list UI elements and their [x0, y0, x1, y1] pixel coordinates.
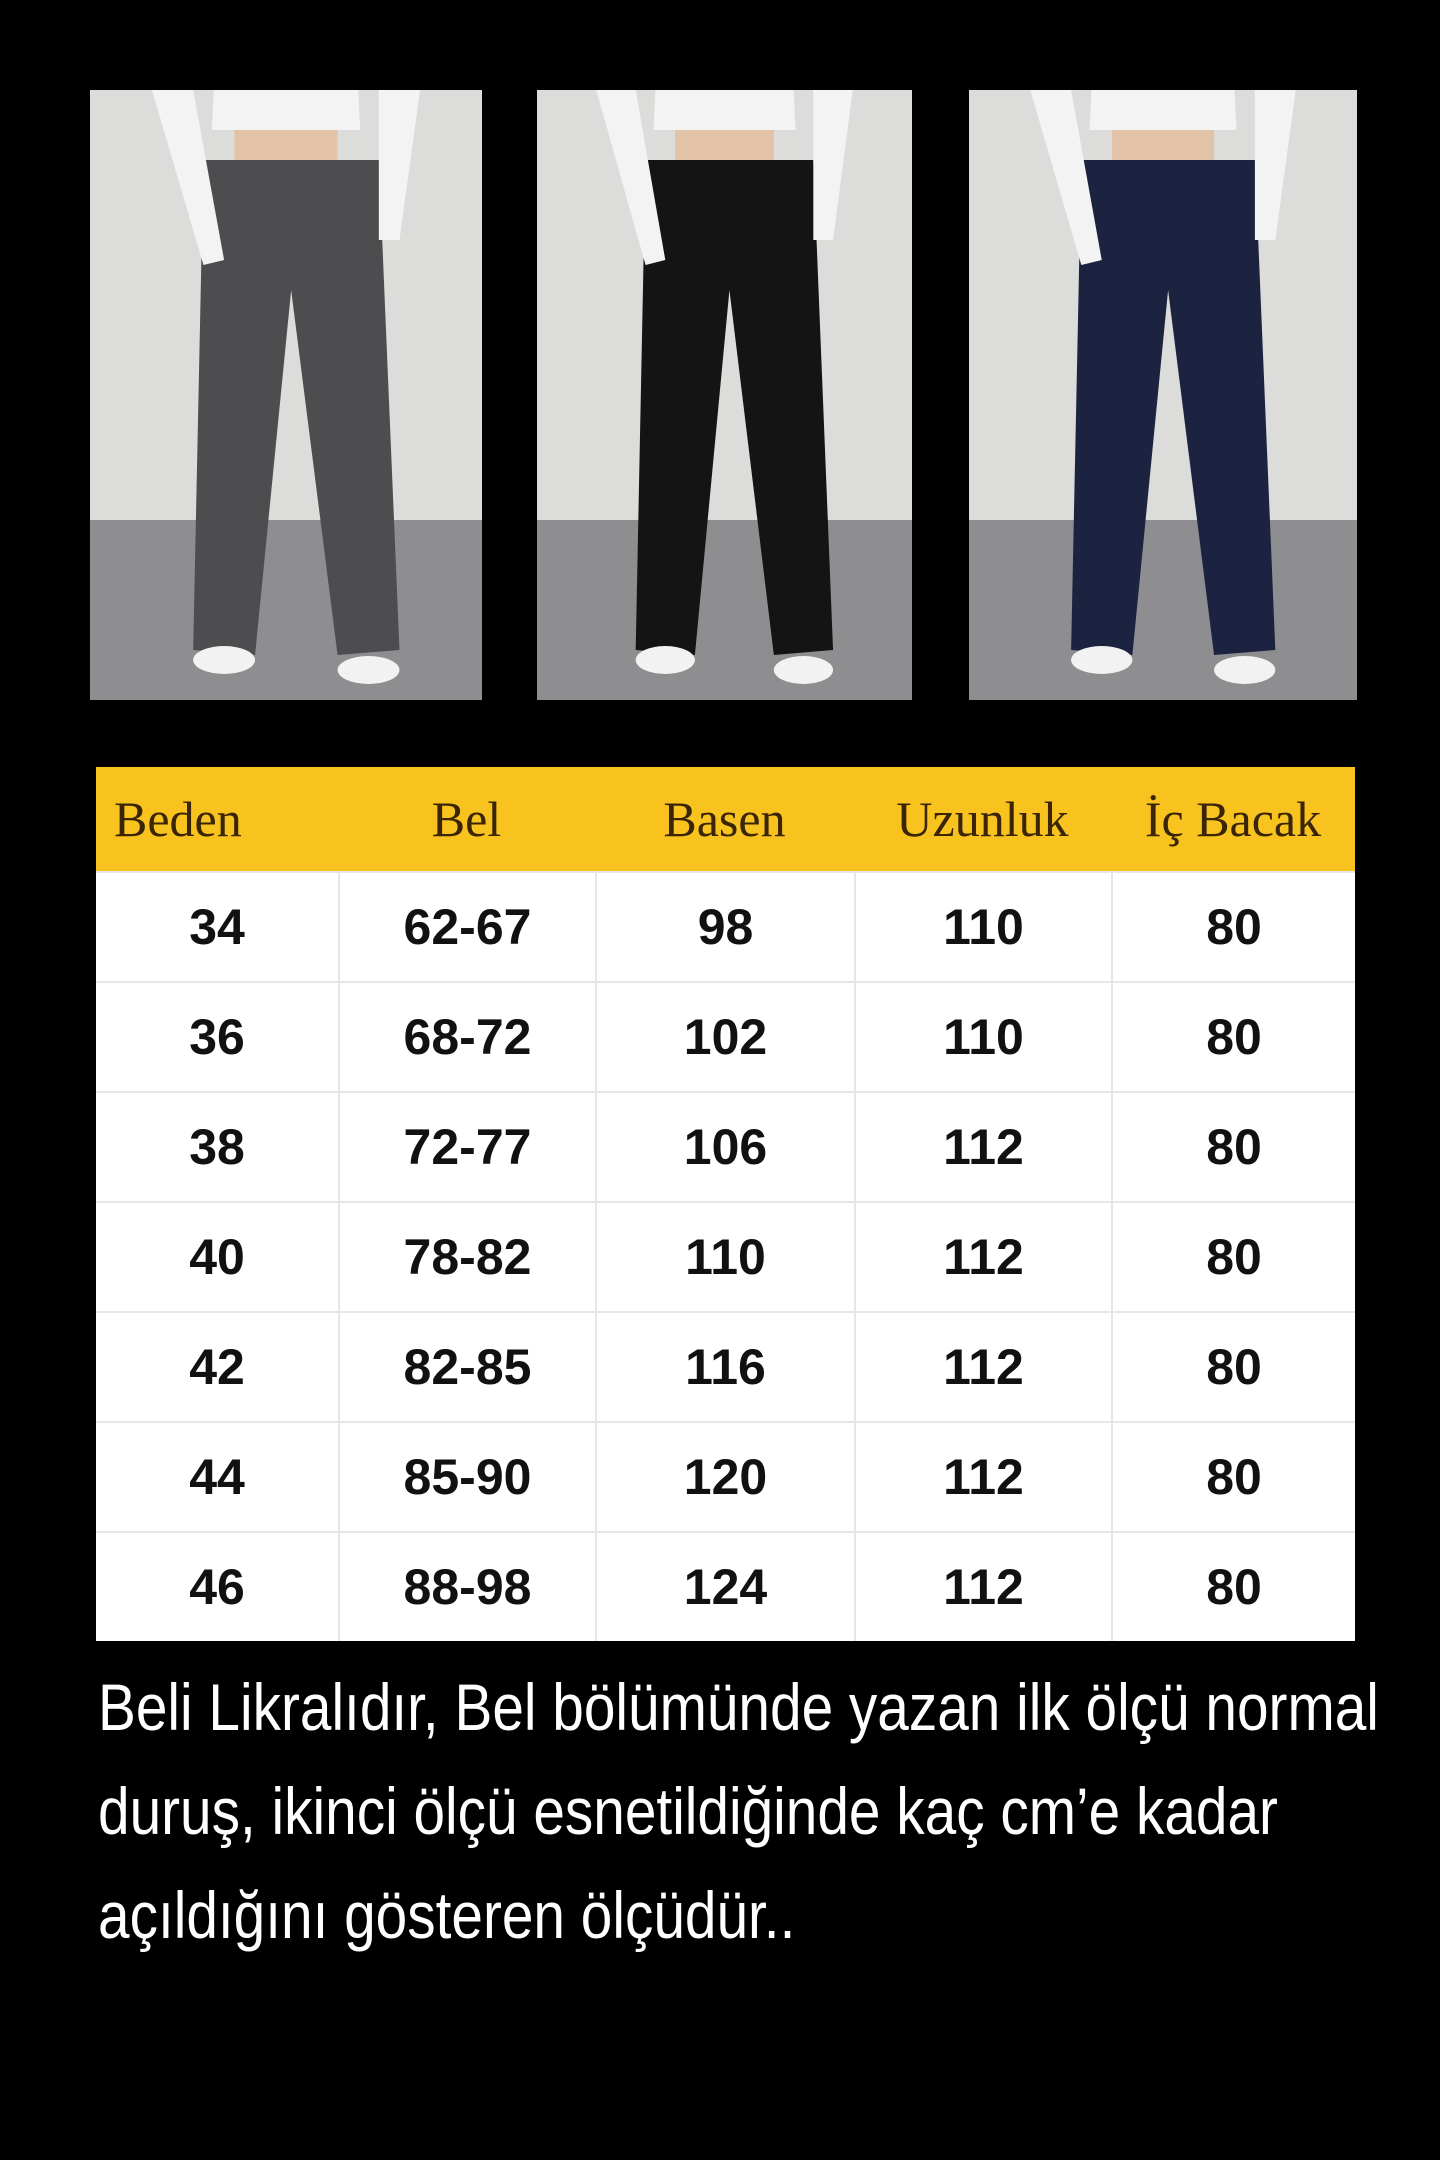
- header-beden: Beden: [114, 791, 242, 847]
- top: [653, 90, 796, 130]
- table-cell: 72-77: [338, 1093, 595, 1201]
- size-chart-table: Beden Bel Basen Uzunluk İç Bacak 34 62-67…: [96, 767, 1355, 1641]
- photo-shape: [635, 646, 695, 674]
- table-cell: 80: [1111, 1423, 1355, 1531]
- table-cell: 80: [1111, 873, 1355, 981]
- table-cell: 112: [854, 1313, 1111, 1421]
- photo-shape: [337, 656, 400, 684]
- top: [211, 90, 361, 130]
- photo-shape: [537, 520, 912, 700]
- table-cell: 98: [595, 873, 854, 981]
- photo-shape: [151, 90, 225, 265]
- table-cell: 44: [189, 1449, 245, 1505]
- table-cell: 112: [854, 1093, 1111, 1201]
- table-cell: 78-82: [338, 1203, 595, 1311]
- photo-shape: [1254, 90, 1296, 240]
- table-cell: 80: [1111, 1313, 1355, 1421]
- table-cell: 36: [189, 1009, 245, 1065]
- table-cell: 124: [595, 1533, 854, 1641]
- photo-shape: [378, 90, 421, 240]
- table-row: 44 85-90 120 112 80: [96, 1421, 1355, 1531]
- header-ic-bacak: İç Bacak: [1144, 791, 1322, 847]
- table-cell: 102: [595, 983, 854, 1091]
- table-cell: 80: [1111, 1093, 1355, 1201]
- product-photo-navy: [969, 90, 1357, 700]
- photo-shape: [969, 520, 1357, 700]
- photo-shape: [1214, 656, 1276, 684]
- table-row: 34 62-67 98 110 80: [96, 871, 1355, 981]
- photo-shape: [1071, 646, 1133, 674]
- table-cell: 88-98: [338, 1533, 595, 1641]
- table-cell: 40: [189, 1229, 245, 1285]
- photo-shape: [234, 130, 338, 160]
- table-cell: 80: [1111, 983, 1355, 1091]
- table-cell: 112: [854, 1533, 1111, 1641]
- table-cell: 46: [189, 1559, 245, 1615]
- photo-shape: [90, 520, 482, 700]
- table-row: 42 82-85 116 112 80: [96, 1311, 1355, 1421]
- table-row: 38 72-77 106 112 80: [96, 1091, 1355, 1201]
- photo-illustration: [969, 90, 1357, 700]
- table-cell: 80: [1111, 1203, 1355, 1311]
- table-cell: 62-67: [338, 873, 595, 981]
- top: [1089, 90, 1237, 130]
- table-cell: 85-90: [338, 1423, 595, 1531]
- pants: [193, 160, 400, 655]
- table-row: 46 88-98 124 112 80: [96, 1531, 1355, 1641]
- table-cell: 38: [189, 1119, 245, 1175]
- header-uzunluk: Uzunluk: [896, 791, 1069, 847]
- photo-shape: [1030, 90, 1102, 265]
- table-cell: 34: [189, 899, 245, 955]
- table-cell: 110: [595, 1203, 854, 1311]
- table-cell: 68-72: [338, 983, 595, 1091]
- table-cell: 106: [595, 1093, 854, 1201]
- table-cell: 112: [854, 1203, 1111, 1311]
- photo-shape: [813, 90, 853, 240]
- photo-shape: [193, 646, 256, 674]
- photo-shape: [596, 90, 666, 265]
- table-row: 36 68-72 102 110 80: [96, 981, 1355, 1091]
- photo-shape: [675, 130, 774, 160]
- photo-illustration: [90, 90, 482, 700]
- table-cell: 82-85: [338, 1313, 595, 1421]
- photo-shape: [773, 656, 834, 684]
- pants: [1071, 160, 1276, 655]
- product-photo-black: [537, 90, 912, 700]
- product-photo-gray: [90, 90, 482, 700]
- table-cell: 120: [595, 1423, 854, 1531]
- table-cell: 112: [854, 1423, 1111, 1531]
- table-cell: 80: [1111, 1533, 1355, 1641]
- header-basen: Basen: [663, 791, 786, 847]
- size-chart-header: Beden Bel Basen Uzunluk İç Bacak: [96, 767, 1355, 871]
- waist-note: Beli Likralıdır, Bel bölümünde yazan ilk…: [98, 1670, 1379, 1952]
- header-bel: Bel: [431, 791, 502, 847]
- table-cell: 116: [595, 1313, 854, 1421]
- photo-illustration: [537, 90, 912, 700]
- table-cell: 110: [854, 873, 1111, 981]
- table-row: 40 78-82 110 112 80: [96, 1201, 1355, 1311]
- table-cell: 110: [854, 983, 1111, 1091]
- table-cell: 42: [189, 1339, 245, 1395]
- photo-shape: [1111, 130, 1215, 160]
- pants: [635, 160, 834, 655]
